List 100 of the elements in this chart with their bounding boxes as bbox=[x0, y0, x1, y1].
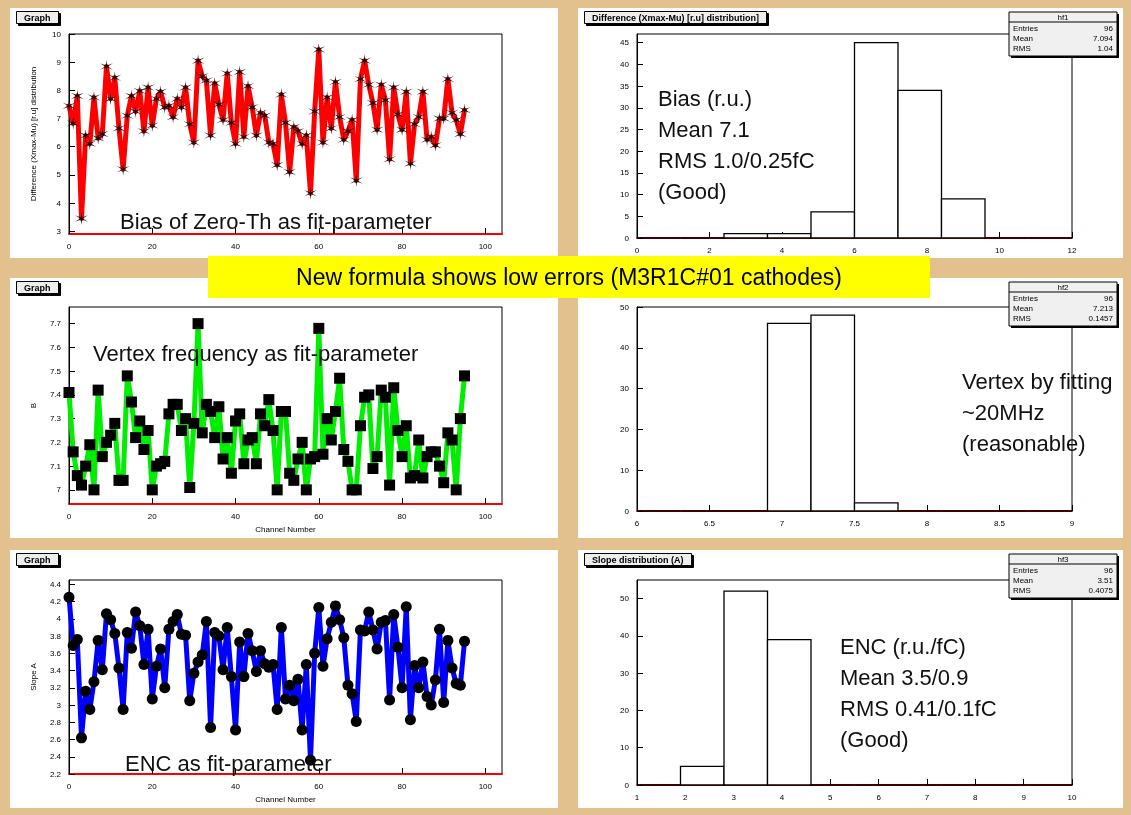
x-tick-label: 9 bbox=[1021, 792, 1027, 802]
x-tick-label: 2 bbox=[683, 792, 689, 802]
x-tick-label: 80 bbox=[397, 781, 408, 791]
y-tick-label: 4 bbox=[56, 198, 62, 208]
x-tick-label: 7 bbox=[924, 792, 930, 802]
chart-title: Slope distribution (A) bbox=[592, 554, 684, 565]
y-tick-label: 40 bbox=[620, 631, 630, 641]
annotation: RMS 1.0/0.25fC bbox=[658, 148, 815, 173]
y-tick-label: 30 bbox=[620, 103, 630, 113]
x-tick-label: 0 bbox=[66, 511, 72, 521]
y-tick-label: 5 bbox=[56, 170, 62, 180]
x-tick-label: 20 bbox=[147, 781, 158, 791]
y-tick-label: 2.2 bbox=[49, 769, 62, 779]
y-tick-label: 20 bbox=[620, 424, 630, 434]
y-tick-label: 30 bbox=[620, 384, 630, 394]
annotation: Bias (r.u.) bbox=[658, 86, 753, 111]
y-tick-label: 50 bbox=[620, 594, 630, 604]
y-tick-label: 10 bbox=[620, 190, 630, 200]
x-tick-label: 7.5 bbox=[848, 518, 861, 528]
y-tick-label: 4 bbox=[56, 614, 62, 624]
y-tick-label: 40 bbox=[620, 59, 630, 69]
y-tick-label: 3.8 bbox=[49, 631, 62, 641]
y-tick-label: 40 bbox=[620, 343, 630, 353]
text: Mean 7.094 bbox=[1013, 33, 1113, 43]
annotation: Bias of Zero-Th as fit-parameter bbox=[120, 209, 432, 234]
y-tick-label: 9 bbox=[56, 57, 62, 67]
x-tick-label: 20 bbox=[147, 511, 158, 521]
annotation: (Good) bbox=[658, 179, 727, 204]
chart-title: Graph bbox=[24, 554, 51, 565]
y-tick-label: 7.7 bbox=[49, 319, 62, 329]
x-tick-label: 5 bbox=[828, 792, 834, 802]
x-tick-label: 0 bbox=[634, 245, 640, 255]
annotation: (Good) bbox=[840, 727, 909, 752]
x-tick-label: 60 bbox=[314, 241, 324, 251]
x-tick-label: 10 bbox=[1067, 792, 1077, 802]
x-tick-label: 40 bbox=[231, 781, 241, 791]
y-tick-label: 20 bbox=[620, 705, 630, 715]
y-tick-label: 7 bbox=[56, 485, 62, 495]
y-tick-label: 8 bbox=[56, 85, 62, 95]
text: Entries 96 bbox=[1013, 293, 1113, 303]
x-tick-label: 8 bbox=[924, 518, 930, 528]
x-tick-label: 40 bbox=[231, 241, 241, 251]
y-tick-label: 7.5 bbox=[49, 366, 62, 376]
text: hf1 bbox=[1057, 12, 1070, 22]
x-axis-title: Channel Number bbox=[255, 794, 317, 804]
y-tick-label: 7.1 bbox=[49, 461, 62, 471]
text: RMS 0.1457 bbox=[1013, 313, 1113, 323]
y-tick-label: 7.6 bbox=[49, 342, 62, 352]
y-tick-label: 3.2 bbox=[49, 683, 62, 693]
text: RMS 0.4075 bbox=[1013, 585, 1113, 595]
y-tick-label: 2.6 bbox=[49, 735, 62, 745]
annotation: (reasonable) bbox=[962, 431, 1086, 456]
x-axis-title: Channel Number bbox=[255, 524, 317, 534]
y-tick-label: 5 bbox=[624, 211, 630, 221]
x-tick-label: 8.5 bbox=[993, 518, 1006, 528]
y-axis-title: B bbox=[28, 402, 38, 409]
y-axis-title: Difference (Xmax-Mu) [r.u] distribution bbox=[28, 66, 38, 202]
x-tick-label: 60 bbox=[314, 511, 324, 521]
x-tick-label: 9 bbox=[1069, 518, 1075, 528]
x-tick-label: 10 bbox=[995, 245, 1005, 255]
annotation: RMS 0.41/0.1fC bbox=[840, 696, 997, 721]
x-tick-label: 0 bbox=[66, 241, 72, 251]
x-tick-label: 7 bbox=[779, 518, 785, 528]
x-tick-label: 0 bbox=[66, 781, 72, 791]
text: Entries 96 bbox=[1013, 565, 1113, 575]
x-tick-label: 4 bbox=[779, 792, 785, 802]
text: New formula shows low errors (M3R1C#01 cathodes) bbox=[208, 256, 930, 298]
chart-title: Graph bbox=[24, 282, 51, 293]
x-tick-label: 100 bbox=[478, 511, 493, 521]
y-tick-label: 25 bbox=[620, 124, 630, 134]
annotation: ~20MHz bbox=[962, 400, 1045, 425]
x-tick-label: 6 bbox=[634, 518, 640, 528]
y-tick-label: 3 bbox=[56, 700, 62, 710]
y-axis-title: Slope A bbox=[28, 662, 38, 691]
text: hf3 bbox=[1057, 554, 1070, 564]
y-tick-label: 4.2 bbox=[49, 597, 62, 607]
y-tick-label: 2.4 bbox=[49, 752, 62, 762]
y-tick-label: 7.3 bbox=[49, 414, 62, 424]
text: Mean 3.51 bbox=[1013, 575, 1113, 585]
y-tick-label: 3 bbox=[56, 226, 62, 236]
annotation: Mean 7.1 bbox=[658, 117, 750, 142]
chart-title: Difference (Xmax-Mu) [r.u] distribution] bbox=[592, 12, 760, 23]
y-tick-label: 3.6 bbox=[49, 648, 62, 658]
y-tick-label: 2.8 bbox=[49, 717, 62, 727]
x-tick-label: 100 bbox=[478, 241, 493, 251]
y-tick-label: 7 bbox=[56, 114, 62, 124]
x-tick-label: 12 bbox=[1067, 245, 1077, 255]
y-tick-label: 6 bbox=[56, 142, 62, 152]
y-tick-label: 10 bbox=[620, 465, 630, 475]
y-tick-label: 35 bbox=[620, 81, 630, 91]
y-tick-label: 45 bbox=[620, 38, 630, 48]
y-tick-label: 15 bbox=[620, 168, 630, 178]
y-tick-label: 3.4 bbox=[49, 666, 62, 676]
annotation: Mean 3.5/0.9 bbox=[840, 665, 969, 690]
chart-title: Graph bbox=[24, 12, 51, 23]
x-tick-label: 20 bbox=[147, 241, 158, 251]
x-tick-label: 80 bbox=[397, 241, 408, 251]
y-tick-label: 50 bbox=[620, 302, 630, 312]
x-tick-label: 1 bbox=[634, 792, 640, 802]
y-tick-label: 4.4 bbox=[49, 579, 62, 589]
